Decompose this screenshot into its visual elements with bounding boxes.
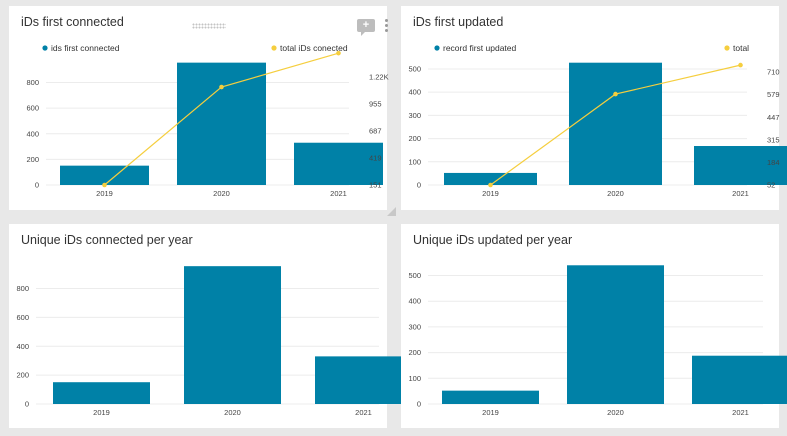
bar xyxy=(315,356,412,404)
y2-tick-label: 419 xyxy=(369,153,382,162)
y2-tick-label: 184 xyxy=(767,158,780,167)
y-tick-label: 200 xyxy=(26,155,39,164)
bar xyxy=(567,265,664,404)
panel-title: Unique iDs connected per year xyxy=(21,233,193,247)
line-point xyxy=(738,62,743,68)
chart-panel-unique-ids-updated[interactable]: Unique iDs updated per year 0 100 200 300 40… xyxy=(401,224,787,428)
y-tick-label: 600 xyxy=(26,104,39,113)
panel-title: iDs first updated xyxy=(413,15,504,29)
y2-tick-label: 315 xyxy=(767,135,780,144)
y-tick-label: 0 xyxy=(25,400,29,409)
legend-marker xyxy=(271,45,277,51)
y2-tick-label: 1.22K xyxy=(369,72,389,81)
x-tick-label: 2020 xyxy=(607,408,624,417)
legend-label: total xyxy=(733,43,749,53)
x-tick-label: 2020 xyxy=(607,189,624,198)
y2-tick-label: 687 xyxy=(369,126,382,135)
bar-chart: 0 200 400 600 800 2019 2020 2021 xyxy=(16,266,412,417)
panel-title: Unique iDs updated per year xyxy=(413,233,573,247)
combo-chart: 0 100 200 300 400 500 2019 2020 2021 52 184 315 447 5… xyxy=(408,43,787,198)
line-point xyxy=(488,182,493,188)
y2-tick-label: 579 xyxy=(767,90,780,99)
combo-chart: 0 200 400 600 800 2019 2020 2021 151 419 687 955 1.2… xyxy=(26,43,389,198)
y-tick-label: 800 xyxy=(16,284,29,293)
chart-panel-unique-ids-connected[interactable]: Unique iDs connected per year 0 200 400 600… xyxy=(9,224,412,428)
y2-tick-label: 955 xyxy=(369,99,382,108)
bar xyxy=(694,146,787,185)
line-point xyxy=(613,91,618,97)
chart-panel-ids-first-connected[interactable]: iDs first connected + 0 200 400 600 800 2019 2… xyxy=(9,6,396,216)
y-tick-label: 200 xyxy=(16,371,29,380)
x-tick-label: 2021 xyxy=(732,189,749,198)
x-tick-label: 2019 xyxy=(96,189,113,198)
y-tick-label: 800 xyxy=(26,78,39,87)
line-point xyxy=(219,84,224,90)
legend-label: total iDs conected xyxy=(280,43,348,53)
x-tick-label: 2019 xyxy=(482,408,499,417)
x-tick-label: 2021 xyxy=(732,408,749,417)
y2-tick-label: 710 xyxy=(767,68,780,77)
bar xyxy=(692,355,787,404)
y-tick-label: 600 xyxy=(16,313,29,322)
y-tick-label: 100 xyxy=(408,157,421,166)
y-tick-label: 400 xyxy=(408,88,421,97)
y-tick-label: 0 xyxy=(417,400,421,409)
bar xyxy=(444,172,537,185)
y-tick-label: 400 xyxy=(408,297,421,306)
legend-label: record first updated xyxy=(443,43,517,53)
line-point xyxy=(336,50,341,56)
y2-tick-label: 52 xyxy=(767,181,775,190)
comment-plus-icon[interactable]: + xyxy=(357,19,375,36)
x-tick-label: 2019 xyxy=(93,408,110,417)
resize-corner-icon[interactable] xyxy=(387,207,396,216)
bar xyxy=(294,142,383,185)
x-tick-label: 2019 xyxy=(482,189,499,198)
y-tick-label: 400 xyxy=(16,342,29,351)
y2-tick-label: 151 xyxy=(369,181,382,190)
x-tick-label: 2020 xyxy=(213,189,230,198)
bar xyxy=(569,62,662,185)
bar-chart: 0 100 200 300 400 500 2019 2020 2021 xyxy=(408,265,787,417)
y-tick-label: 100 xyxy=(408,374,421,383)
x-tick-label: 2021 xyxy=(330,189,347,198)
x-tick-label: 2020 xyxy=(224,408,241,417)
bar xyxy=(53,382,150,404)
x-tick-label: 2021 xyxy=(355,408,372,417)
y2-tick-label: 447 xyxy=(767,113,780,122)
y-tick-label: 400 xyxy=(26,129,39,138)
chart-panel-ids-first-updated[interactable]: iDs first updated 0 100 200 300 400 500 2019 20… xyxy=(401,6,787,210)
bar xyxy=(177,62,266,185)
bar xyxy=(60,165,149,185)
drag-handle-icon[interactable] xyxy=(192,23,226,29)
y-tick-label: 500 xyxy=(408,271,421,280)
legend-marker xyxy=(724,45,730,51)
bar xyxy=(184,266,281,404)
bar xyxy=(442,390,539,404)
y-tick-label: 200 xyxy=(408,348,421,357)
y-tick-label: 500 xyxy=(408,64,421,73)
legend-label: ids first connected xyxy=(51,43,120,53)
more-vertical-icon[interactable] xyxy=(383,19,389,35)
y-tick-label: 0 xyxy=(417,181,421,190)
line-point xyxy=(102,182,107,188)
y-tick-label: 200 xyxy=(408,134,421,143)
y-tick-label: 300 xyxy=(408,322,421,331)
panel-title: iDs first connected xyxy=(21,15,124,29)
y-tick-label: 0 xyxy=(35,181,39,190)
y-tick-label: 300 xyxy=(408,111,421,120)
legend-marker xyxy=(42,45,48,51)
legend-marker xyxy=(434,45,440,51)
